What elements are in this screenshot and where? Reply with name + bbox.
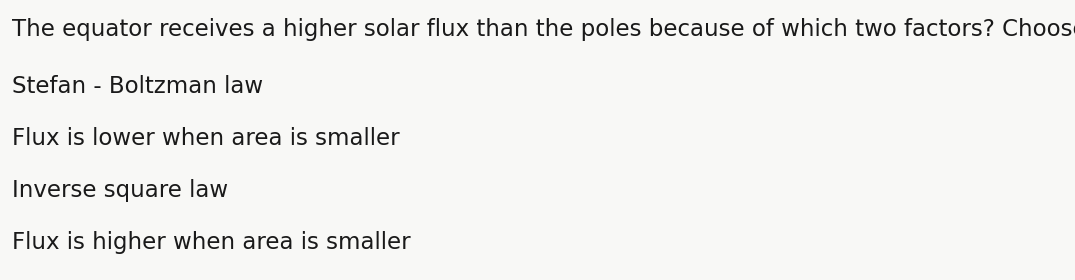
Text: The equator receives a higher solar flux than the poles because of which two fac: The equator receives a higher solar flux… <box>12 18 1075 41</box>
Text: Flux is lower when area is smaller: Flux is lower when area is smaller <box>12 127 400 150</box>
Text: Flux is higher when area is smaller: Flux is higher when area is smaller <box>12 231 411 254</box>
Text: Inverse square law: Inverse square law <box>12 179 228 202</box>
Text: Stefan - Boltzman law: Stefan - Boltzman law <box>12 75 263 98</box>
